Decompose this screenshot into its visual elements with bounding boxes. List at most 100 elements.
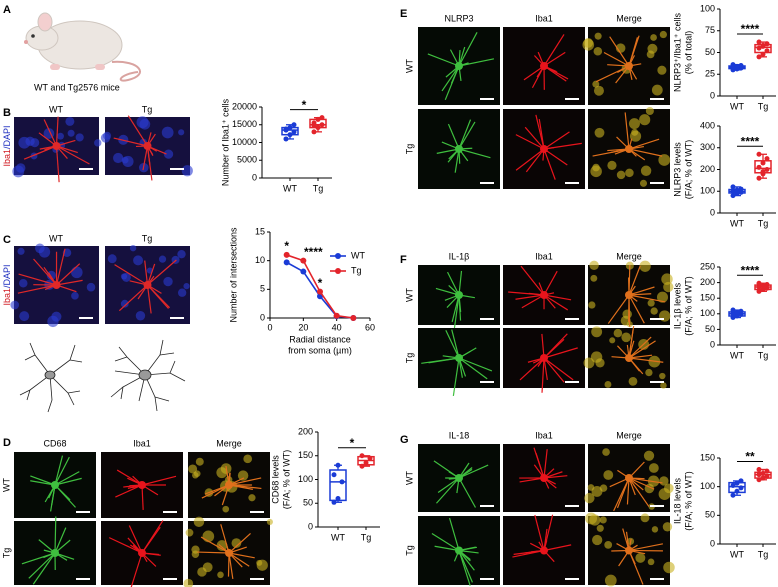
nucleus [591, 486, 603, 497]
data-point [760, 51, 766, 57]
nucleus [651, 526, 659, 533]
process [108, 537, 143, 554]
nucleus [592, 534, 603, 546]
nucleus [628, 376, 638, 386]
data-point [730, 315, 736, 321]
soma [625, 62, 633, 70]
nucleus [604, 381, 612, 388]
y-axis-label: (F/A; % of WT) [683, 140, 693, 200]
data-point [283, 136, 289, 142]
x-tick-label: WT [331, 532, 345, 542]
micrograph [503, 444, 585, 512]
nucleus [188, 464, 198, 474]
nucleus [248, 494, 256, 502]
micrograph [14, 516, 96, 585]
process [458, 464, 489, 479]
process [543, 148, 556, 180]
data-point [730, 311, 736, 317]
process [628, 543, 663, 552]
nucleus [589, 260, 599, 271]
process [55, 248, 66, 286]
data-point [756, 466, 762, 472]
y-tick-label: 5000 [237, 155, 257, 165]
process [141, 475, 177, 486]
panel-label: D [3, 437, 11, 449]
nucleus [57, 132, 64, 140]
data-point [764, 41, 770, 47]
y-tick-label: 0 [710, 90, 715, 100]
soma [138, 481, 146, 489]
soma [455, 474, 463, 482]
column-header: Tg [142, 104, 153, 114]
nucleus [645, 106, 654, 116]
process [147, 284, 169, 309]
y-axis-label: NLRP3⁺/Iba1⁺ cells [672, 12, 682, 92]
data-point [311, 129, 317, 135]
nucleus [237, 470, 249, 481]
nucleus [19, 311, 30, 322]
soma [625, 546, 633, 555]
x-tick-label: Tg [758, 101, 769, 111]
process [55, 116, 59, 147]
nucleus [594, 127, 605, 138]
process [142, 145, 149, 171]
process [531, 65, 545, 89]
significance: * [302, 98, 307, 112]
x-axis-label: Radial distance [289, 334, 351, 344]
y-tick-label: 150 [700, 293, 715, 303]
process [543, 347, 578, 359]
y-axis-label: (F/A; % of WT) [683, 276, 693, 336]
panel-label: B [3, 107, 11, 119]
data-point [730, 483, 736, 489]
nucleus [647, 299, 655, 307]
nucleus [639, 260, 651, 272]
process [458, 121, 476, 150]
column-header: Merge [216, 438, 242, 448]
process [427, 53, 460, 67]
process [543, 357, 574, 381]
process [458, 357, 493, 372]
process [17, 284, 57, 294]
stain-iba1: Iba1 [2, 288, 12, 306]
process [437, 477, 460, 493]
nucleus [657, 65, 667, 75]
data-point [283, 251, 290, 258]
data-point [756, 175, 762, 181]
nucleus [163, 149, 174, 159]
y-tick-label: 75 [705, 25, 715, 35]
nucleus [65, 116, 75, 126]
process [524, 126, 545, 150]
soma [625, 474, 633, 482]
y-tick-label: 50 [705, 47, 715, 57]
data-point [756, 54, 762, 60]
x-tick-label: WT [730, 218, 744, 228]
soma [143, 142, 152, 150]
data-point [756, 280, 762, 286]
process [33, 258, 57, 286]
process [448, 517, 460, 551]
row-label: WT [404, 471, 414, 485]
process [515, 294, 545, 300]
y-tick-label: 15 [255, 226, 265, 236]
data-point [756, 151, 762, 157]
nucleus [217, 571, 224, 579]
process [628, 477, 650, 507]
data-point [756, 477, 762, 483]
y-tick-label: 10 [255, 255, 265, 265]
x-tick-label: Tg [361, 532, 372, 542]
column-header: CD68 [43, 438, 66, 448]
micrograph [503, 27, 585, 105]
process [23, 145, 57, 160]
process [114, 264, 148, 286]
data-point [756, 45, 762, 51]
process [628, 336, 652, 359]
column-header: WT [49, 104, 63, 114]
process [130, 552, 143, 587]
process [55, 145, 60, 183]
x-tick-label: 20 [298, 322, 308, 332]
micrograph [14, 452, 96, 518]
data-point [764, 48, 770, 54]
process [56, 263, 81, 286]
nucleus [120, 273, 128, 280]
row-label: Tg [404, 144, 414, 155]
